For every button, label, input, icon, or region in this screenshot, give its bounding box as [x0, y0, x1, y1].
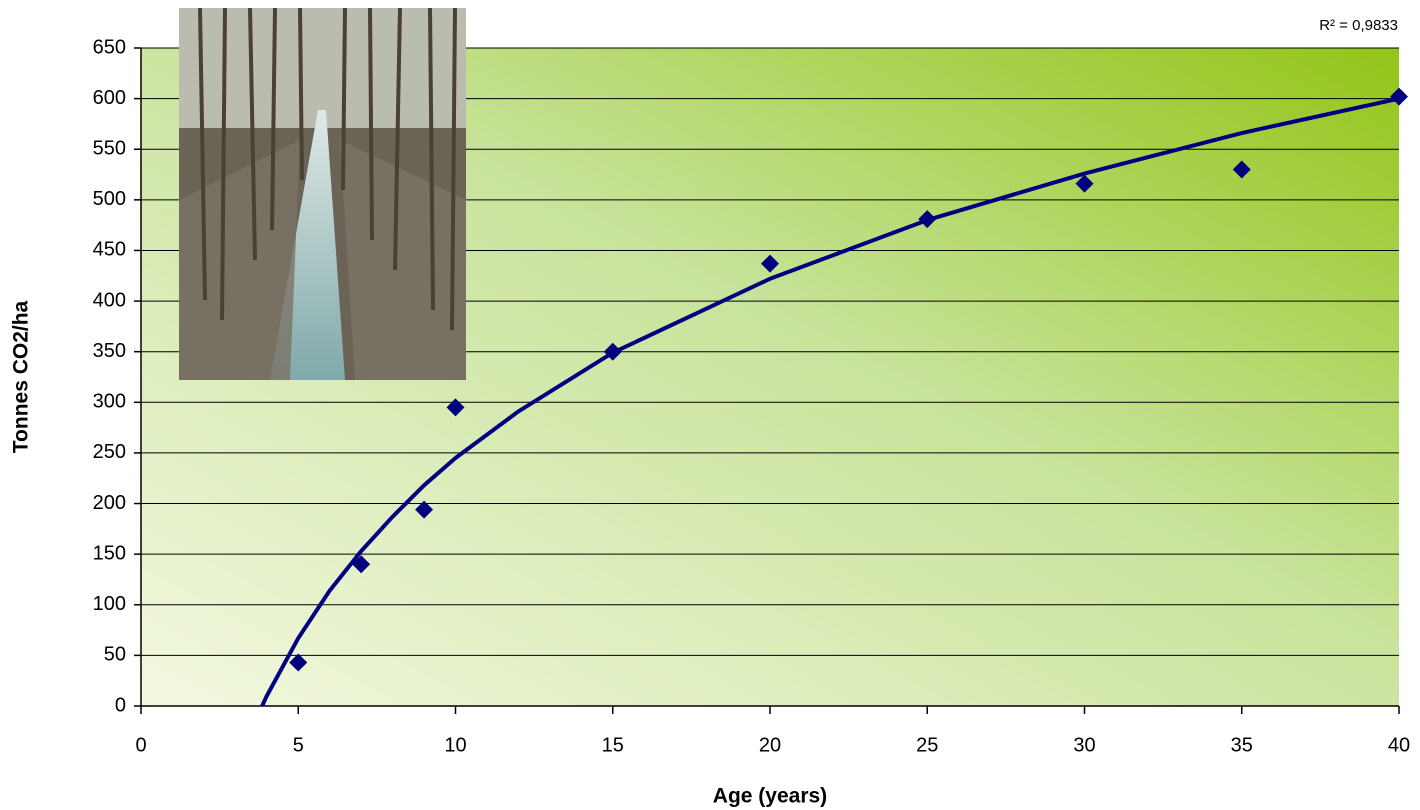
y-tick-label: 350 [93, 340, 126, 362]
y-tick-label: 250 [93, 441, 126, 463]
x-tick-label: 10 [444, 734, 466, 756]
x-tick-label: 20 [759, 734, 781, 756]
y-axis-title: Tonnes CO2/ha [10, 300, 33, 453]
y-tick-label: 0 [115, 694, 126, 716]
x-tick-label: 40 [1388, 734, 1410, 756]
y-tick-label: 200 [93, 492, 126, 514]
y-tick-label: 150 [93, 542, 126, 564]
y-tick-label: 50 [104, 644, 126, 666]
x-tick-label: 15 [602, 734, 624, 756]
y-tick-label: 100 [93, 593, 126, 615]
y-tick-label: 650 [93, 36, 126, 58]
x-tick-label: 0 [135, 734, 146, 756]
y-tick-label: 550 [93, 138, 126, 160]
y-tick-label: 600 [93, 87, 126, 109]
chart: Age (years) Tonnes CO2/ha R² = 0,9833 0 5… [0, 0, 1420, 810]
y-tick-label: 450 [93, 239, 126, 261]
r-squared-annotation: R² = 0,9833 [1319, 17, 1398, 34]
y-tick-label: 300 [93, 391, 126, 413]
x-tick-label: 35 [1231, 734, 1253, 756]
y-tick-label: 500 [93, 188, 126, 210]
x-tick-label: 30 [1073, 734, 1095, 756]
x-axis-title: Age (years) [713, 785, 827, 808]
x-tick-label: 25 [916, 734, 938, 756]
y-tick-label: 400 [93, 289, 126, 311]
photo [179, 8, 466, 380]
x-tick-label: 5 [293, 734, 304, 756]
